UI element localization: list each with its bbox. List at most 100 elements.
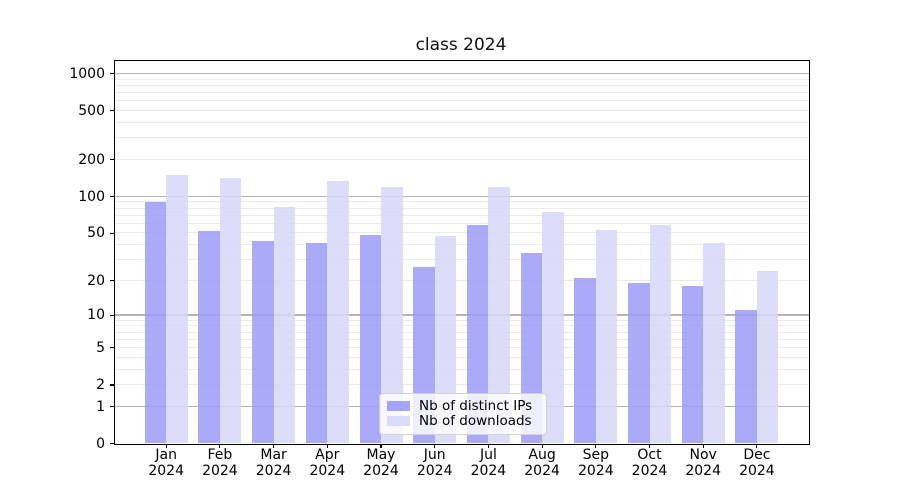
y-tick-label: 2 xyxy=(96,376,105,393)
gridline-minor xyxy=(114,222,809,224)
gridline-minor xyxy=(114,232,809,234)
bar-distinct-ips xyxy=(681,285,704,444)
x-tick-label: Sep 2024 xyxy=(564,447,628,479)
x-tick-label: Apr 2024 xyxy=(295,447,359,479)
x-tick-mark xyxy=(702,444,704,448)
bar-downloads xyxy=(273,207,296,444)
bar-downloads xyxy=(381,186,403,444)
x-tick-label-year: 2024 xyxy=(416,462,453,479)
bar-downloads xyxy=(703,243,725,444)
bar-distinct-ips xyxy=(305,243,328,444)
y-tick-label: 100 xyxy=(78,188,105,205)
bar-distinct-ips xyxy=(574,277,596,444)
x-tick-label: Mar 2024 xyxy=(242,447,306,479)
gridline-minor xyxy=(114,92,809,94)
gridline-minor xyxy=(114,259,809,261)
gridline-minor xyxy=(114,338,809,340)
x-tick-label-month: Jan xyxy=(155,447,177,463)
gridline-minor xyxy=(114,347,809,349)
x-tick-label: Feb 2024 xyxy=(188,447,252,479)
bar-distinct-ips xyxy=(198,230,220,444)
y-tick-mark xyxy=(109,384,114,386)
gridline-minor xyxy=(114,207,809,209)
x-tick-label: Nov 2024 xyxy=(671,447,735,479)
gridline-minor xyxy=(114,201,809,203)
y-tick-mark xyxy=(109,314,114,316)
x-tick-mark xyxy=(541,444,543,448)
bar-distinct-ips xyxy=(735,310,757,444)
x-tick-mark xyxy=(380,444,382,448)
gridline-minor xyxy=(114,100,809,102)
y-tick-mark xyxy=(109,443,114,445)
gridline-minor xyxy=(114,121,809,123)
x-tick-label-year: 2024 xyxy=(148,462,184,479)
x-tick-label-year: 2024 xyxy=(685,462,721,479)
x-tick-label-year: 2024 xyxy=(309,462,346,479)
x-tick-label-year: 2024 xyxy=(739,462,775,479)
x-tick-label: Dec 2024 xyxy=(725,447,789,479)
x-tick-label: Oct 2024 xyxy=(618,447,682,479)
x-tick-mark xyxy=(219,444,221,448)
gridline-minor xyxy=(114,110,809,112)
x-tick-mark xyxy=(273,444,275,448)
x-tick-mark xyxy=(487,444,489,448)
bar-downloads xyxy=(649,225,671,444)
chart-title: class 2024 xyxy=(415,35,507,55)
x-tick-label: Aug 2024 xyxy=(510,447,574,479)
bar-distinct-ips xyxy=(628,283,650,444)
x-tick-label-year: 2024 xyxy=(363,462,399,479)
legend-label-distinct-ips: Nb of distinct IPs xyxy=(419,398,533,414)
x-tick-mark xyxy=(595,444,597,448)
x-tick-label: Jun 2024 xyxy=(403,447,467,479)
gridline-minor xyxy=(114,331,809,333)
plot-inner xyxy=(114,61,809,444)
x-tick-mark xyxy=(434,444,436,448)
bar-downloads xyxy=(327,181,349,444)
bar-downloads xyxy=(488,187,510,444)
gridline-minor xyxy=(114,279,809,281)
y-tick-label: 50 xyxy=(87,225,105,242)
x-tick-mark xyxy=(165,444,167,448)
x-tick-mark xyxy=(756,444,758,448)
y-tick-mark xyxy=(109,159,114,161)
gridline-minor xyxy=(114,244,809,246)
y-tick-label: 0 xyxy=(96,435,105,452)
gridline-minor xyxy=(114,158,809,160)
gridline-minor xyxy=(114,325,809,327)
gridline-minor xyxy=(114,319,809,321)
gridline-minor xyxy=(114,368,809,370)
gridline-minor xyxy=(114,78,809,80)
gridline-minor xyxy=(114,384,809,386)
gridline-minor xyxy=(114,137,809,139)
bar-downloads xyxy=(756,271,779,444)
x-tick-label-month: Jul xyxy=(479,447,497,463)
bar-downloads xyxy=(219,178,242,444)
x-tick-label-month: Mar xyxy=(260,447,287,463)
x-tick-label-year: 2024 xyxy=(202,462,238,479)
y-tick-label: 1000 xyxy=(69,65,105,82)
y-tick-label: 500 xyxy=(78,102,105,119)
legend-item-downloads: Nb of downloads xyxy=(387,413,538,429)
legend-swatch-distinct-ips-icon xyxy=(387,401,410,411)
x-tick-label-month: Oct xyxy=(637,447,662,463)
bar-distinct-ips xyxy=(359,235,381,444)
x-tick-mark xyxy=(326,444,328,448)
x-tick-label: Jul 2024 xyxy=(456,447,520,479)
legend-swatch-downloads-icon xyxy=(387,416,410,426)
bar-downloads xyxy=(166,174,188,444)
y-tick-label: 1 xyxy=(96,398,105,415)
x-tick-label-year: 2024 xyxy=(577,462,614,479)
gridline-minor xyxy=(114,214,809,216)
x-tick-label-month: May xyxy=(366,447,396,463)
gridline-minor xyxy=(114,356,809,358)
x-tick-label-month: Feb xyxy=(207,447,233,463)
bar-distinct-ips xyxy=(466,225,489,444)
y-tick-mark xyxy=(109,196,114,198)
bar-distinct-ips xyxy=(144,201,167,444)
x-tick-label-month: Sep xyxy=(582,447,609,463)
legend-item-distinct-ips: Nb of distinct IPs xyxy=(387,398,538,414)
x-tick-label-year: 2024 xyxy=(255,462,292,479)
x-tick-label-month: Aug xyxy=(528,447,556,463)
y-tick-mark xyxy=(109,280,114,282)
y-tick-mark xyxy=(109,347,114,349)
